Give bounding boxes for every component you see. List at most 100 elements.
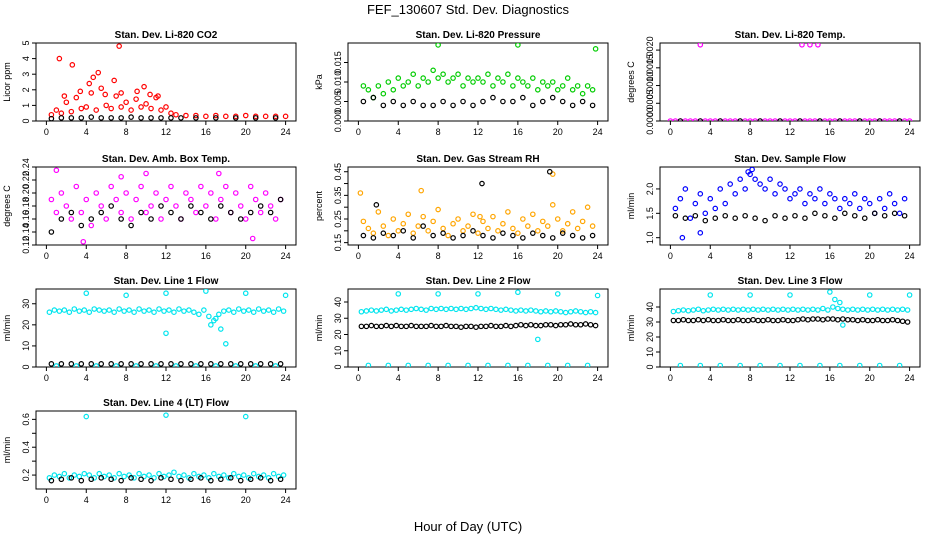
data-point xyxy=(717,186,724,192)
data-point xyxy=(730,306,736,313)
data-point xyxy=(178,361,184,367)
data-point xyxy=(455,216,461,222)
data-point xyxy=(680,316,687,323)
x-tick-label: 16 xyxy=(825,127,835,137)
x-tick-label: 4 xyxy=(84,251,89,261)
x-tick-label: 16 xyxy=(201,495,211,505)
data-point xyxy=(670,308,677,315)
data-point xyxy=(480,79,486,85)
data-point xyxy=(592,46,599,52)
data-point xyxy=(405,362,412,367)
x-tick-label: 16 xyxy=(201,127,211,137)
data-point xyxy=(539,98,546,105)
data-point xyxy=(544,362,551,367)
x-tick-label: 16 xyxy=(513,251,523,261)
data-point xyxy=(116,43,122,49)
data-point xyxy=(83,104,90,110)
data-point xyxy=(418,306,424,313)
points-group xyxy=(670,289,913,367)
data-point xyxy=(193,112,199,119)
data-point xyxy=(495,228,501,234)
data-point xyxy=(854,317,861,324)
figure-xlabel: Hour of Day (UTC) xyxy=(414,519,522,534)
data-point xyxy=(542,308,549,314)
data-point xyxy=(722,200,729,207)
data-point xyxy=(131,309,137,315)
data-point xyxy=(864,317,871,324)
data-point xyxy=(677,195,684,202)
panel-6: Stan. Dev. Line 1 Flow ml/min 0 4 8 12 16 20 24 0… xyxy=(2,276,297,383)
data-point xyxy=(772,191,778,197)
data-point xyxy=(589,87,596,93)
data-point xyxy=(564,75,571,81)
data-point xyxy=(478,305,484,312)
data-point xyxy=(762,217,768,224)
data-point xyxy=(891,210,898,217)
x-tick-label: 8 xyxy=(748,127,753,137)
data-point xyxy=(906,118,913,121)
data-point xyxy=(894,317,901,324)
data-point xyxy=(856,118,863,121)
x-tick-label: 24 xyxy=(905,127,915,137)
data-point xyxy=(83,196,90,203)
y-axis-label: degrees C xyxy=(626,61,636,103)
y-axis-label: ml/min xyxy=(626,315,636,342)
data-point xyxy=(483,323,489,330)
data-point xyxy=(53,167,60,174)
data-point xyxy=(168,361,174,367)
data-point xyxy=(113,93,119,99)
points-group xyxy=(48,43,289,121)
data-point xyxy=(48,361,55,367)
data-point xyxy=(151,475,157,481)
data-point xyxy=(230,309,237,315)
data-point xyxy=(725,307,732,313)
points-group xyxy=(358,289,601,367)
data-point xyxy=(242,216,249,222)
data-point xyxy=(158,115,164,121)
data-point xyxy=(91,306,98,312)
data-point xyxy=(470,211,476,218)
data-point xyxy=(851,212,858,219)
data-point xyxy=(685,317,692,324)
data-point xyxy=(252,363,259,367)
data-point xyxy=(854,307,861,313)
plot-frame xyxy=(659,166,921,246)
panel-title: Stan. Dev. Line 4 (LT) Flow xyxy=(103,398,229,409)
data-point xyxy=(712,205,719,212)
data-point xyxy=(388,308,395,314)
data-point xyxy=(435,206,441,213)
data-point xyxy=(181,472,187,478)
data-point xyxy=(572,321,579,328)
data-point xyxy=(488,305,494,312)
data-point xyxy=(584,204,591,210)
data-point xyxy=(136,306,142,312)
data-point xyxy=(523,308,529,314)
data-point xyxy=(240,472,247,478)
data-point xyxy=(96,470,103,477)
panel-title: Stan. Dev. Line 1 Flow xyxy=(114,276,219,287)
data-point xyxy=(530,211,536,218)
data-point xyxy=(825,307,831,313)
data-point xyxy=(158,107,164,113)
data-point xyxy=(480,98,486,105)
data-point xyxy=(692,118,699,121)
data-point xyxy=(216,170,222,177)
panel-2: Stan. Dev. Li-820 Temp. degrees C 0 4 8 12 16 2… xyxy=(626,30,921,137)
y-axis-label: percent xyxy=(314,190,324,221)
data-point xyxy=(247,361,254,367)
data-point xyxy=(121,308,127,314)
data-point xyxy=(51,307,58,313)
data-point xyxy=(450,102,456,109)
data-point xyxy=(245,307,252,313)
data-point xyxy=(530,230,536,236)
plot-frame xyxy=(659,42,921,122)
data-point xyxy=(383,306,390,313)
data-point xyxy=(528,321,534,328)
data-point xyxy=(68,475,75,481)
data-point xyxy=(485,362,491,367)
data-point xyxy=(206,313,212,320)
data-point xyxy=(101,473,108,480)
data-point xyxy=(559,98,566,105)
y-tick-label: 0.4 xyxy=(21,441,31,454)
